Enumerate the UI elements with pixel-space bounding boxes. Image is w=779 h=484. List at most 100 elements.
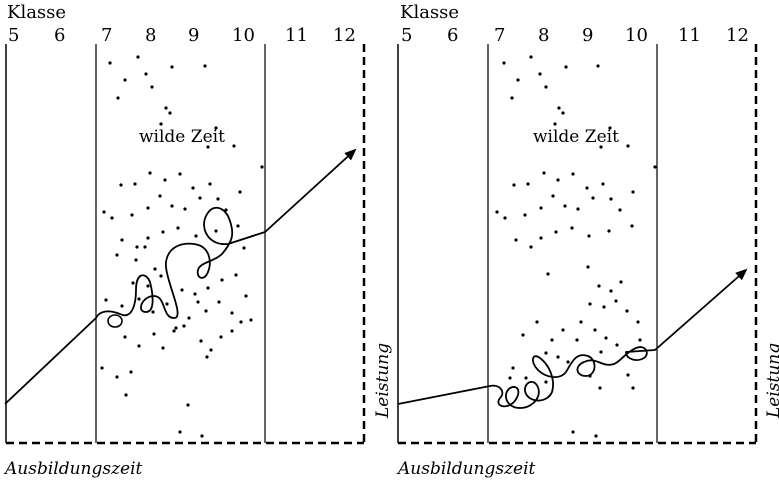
scatter-dot	[553, 122, 557, 126]
scatter-dot	[556, 178, 560, 182]
scatter-dot	[224, 208, 228, 212]
scatter-dot	[178, 430, 182, 434]
scatter-dot	[219, 335, 223, 339]
scatter-dot	[571, 172, 575, 176]
scatter-dot	[230, 329, 234, 333]
scatter-dot	[570, 226, 574, 230]
scatter-dot	[544, 351, 548, 355]
scatter-dot	[599, 350, 603, 354]
right-x-axis-label: Ausbildungszeit	[396, 459, 536, 479]
scatter-dot	[196, 300, 200, 304]
scatter-dot	[556, 355, 560, 359]
scatter-dot	[208, 182, 212, 186]
scatter-dot	[170, 65, 174, 69]
scatter-dot	[165, 302, 169, 306]
scatter-dot	[234, 273, 238, 277]
left-grade-axis: 5 6 7 8 9 10 11 12	[8, 25, 356, 46]
right-grade-7: 7	[494, 25, 505, 46]
scatter-dot	[609, 197, 613, 201]
right-annotation-wilde-zeit: wilde Zeit	[533, 127, 619, 147]
scatter-dot	[538, 72, 542, 76]
scatter-dot	[172, 329, 176, 333]
scatter-dot	[152, 332, 156, 336]
scatter-dot	[523, 213, 527, 217]
scatter-dot	[124, 393, 128, 397]
scatter-dot	[130, 213, 134, 217]
left-klasse-label: Klasse	[7, 2, 66, 23]
scatter-dot	[626, 144, 630, 148]
scatter-dot	[609, 289, 613, 293]
scatter-dot	[631, 190, 635, 194]
scatter-dot	[618, 208, 622, 212]
scatter-dot	[554, 230, 558, 234]
left-grade-5: 5	[8, 25, 19, 46]
scatter-dot	[535, 320, 539, 324]
scatter-dot	[561, 328, 565, 332]
scatter-dot	[607, 229, 611, 233]
scatter-dot	[615, 343, 619, 347]
scatter-dot	[242, 246, 246, 250]
right-y-axis-label: Leistung	[373, 343, 393, 419]
scatter-dot	[614, 299, 618, 303]
scatter-dot	[249, 318, 253, 322]
scatter-dot	[168, 111, 172, 115]
right-dots	[495, 55, 657, 438]
scatter-dot	[585, 186, 589, 190]
scatter-dot	[511, 366, 515, 370]
scatter-dot	[238, 190, 242, 194]
scatter-dot	[232, 144, 236, 148]
right-grade-axis: 5 6 7 8 9 10 11 12	[401, 25, 749, 46]
scatter-dot	[217, 300, 221, 304]
scatter-dot	[102, 210, 106, 214]
scatter-dot	[198, 196, 202, 200]
scatter-dot	[174, 326, 178, 330]
right-grade-6: 6	[447, 25, 458, 46]
scatter-dot	[193, 292, 197, 296]
scatter-dot	[159, 122, 163, 126]
scatter-dot	[593, 328, 597, 332]
scatter-dot	[631, 386, 635, 390]
scatter-dot	[524, 376, 528, 380]
scatter-dot	[566, 360, 570, 364]
scatter-dot	[120, 304, 124, 308]
scatter-dot	[178, 172, 182, 176]
scatter-dot	[608, 126, 612, 130]
scatter-dot	[544, 85, 548, 89]
right-grade-5: 5	[401, 25, 412, 46]
scatter-dot	[571, 430, 575, 434]
scatter-dot	[625, 309, 629, 313]
scatter-dot	[161, 230, 165, 234]
scatter-dot	[602, 305, 606, 309]
scatter-dot	[239, 320, 243, 324]
scatter-dot	[143, 245, 147, 249]
scatter-dot	[575, 338, 579, 342]
scatter-dot	[146, 206, 150, 210]
scatter-dot	[529, 55, 533, 59]
left-grade-9: 9	[188, 25, 199, 46]
scatter-dot	[561, 111, 565, 115]
scatter-dot	[131, 281, 135, 285]
scatter-dot	[512, 183, 516, 187]
scatter-dot	[151, 310, 155, 314]
scatter-dot	[630, 224, 634, 228]
scatter-dot	[209, 348, 213, 352]
scatter-dot	[594, 434, 598, 438]
scatter-dot	[100, 366, 104, 370]
scatter-dot	[191, 186, 195, 190]
right-grade-9: 9	[582, 25, 593, 46]
scatter-dot	[136, 55, 140, 59]
scatter-dot	[576, 207, 580, 211]
scatter-dot	[495, 210, 499, 214]
scatter-dot	[200, 434, 204, 438]
scatter-dot	[146, 236, 150, 240]
scatter-dot	[653, 165, 657, 169]
scatter-dot	[120, 238, 124, 242]
scatter-dot	[539, 236, 543, 240]
left-performance-curve	[4, 148, 357, 405]
scatter-dot	[116, 96, 120, 100]
left-grade-7: 7	[101, 25, 112, 46]
scatter-dot	[551, 194, 555, 198]
right-grade-8: 8	[538, 25, 549, 46]
right-grade-10: 10	[625, 25, 648, 46]
